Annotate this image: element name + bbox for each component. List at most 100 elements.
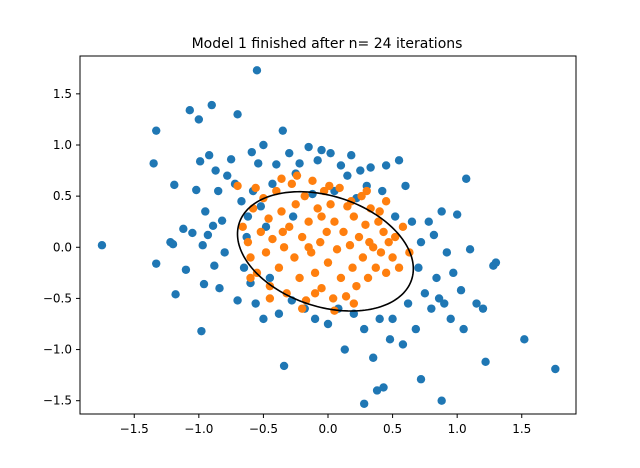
data-point: [366, 163, 375, 172]
data-point: [246, 253, 255, 262]
data-point: [310, 268, 320, 278]
data-point: [452, 210, 462, 219]
data-point: [347, 151, 356, 160]
data-point: [220, 248, 229, 257]
y-tick-label: −1.0: [43, 343, 72, 357]
data-point: [215, 283, 224, 293]
data-point: [246, 273, 255, 283]
data-point: [313, 204, 322, 213]
plot-ellipse: [236, 190, 415, 312]
data-point: [363, 273, 373, 283]
data-point: [432, 273, 441, 283]
data-point: [390, 212, 400, 221]
data-point: [328, 294, 338, 303]
data-point: [265, 294, 275, 303]
x-tick-label: −1.0: [184, 422, 213, 436]
data-point: [551, 364, 560, 374]
y-tick-label: 1.5: [53, 87, 72, 101]
y-tick-label: 1.0: [53, 138, 72, 152]
plot-frame: [79, 55, 577, 415]
data-point: [279, 243, 289, 252]
data-point: [152, 259, 161, 268]
data-point: [297, 232, 307, 242]
data-point: [192, 185, 201, 195]
data-point: [388, 314, 397, 324]
data-point: [491, 258, 501, 267]
data-point: [278, 227, 287, 237]
y-tick-label: 0.0: [53, 240, 72, 254]
chart-title: Model 1 finished after n= 24 iterations: [192, 36, 463, 52]
data-point: [365, 237, 374, 247]
data-point: [210, 261, 219, 270]
data-point: [310, 289, 320, 298]
data-point: [462, 174, 471, 183]
data-point: [326, 148, 335, 158]
data-point: [437, 396, 446, 405]
series-2: [233, 171, 414, 315]
data-point: [201, 207, 210, 216]
data-point: [243, 237, 253, 247]
data-point: [287, 179, 297, 189]
data-point: [323, 319, 333, 329]
data-point: [394, 156, 404, 165]
data-point: [211, 166, 220, 175]
data-point: [446, 314, 455, 324]
data-point: [285, 222, 294, 232]
data-point: [416, 237, 426, 247]
data-point: [375, 207, 384, 216]
data-point: [290, 253, 299, 262]
data-point: [381, 197, 391, 206]
data-point: [152, 126, 161, 135]
data-point: [398, 222, 408, 232]
x-tick-label: 0.5: [383, 422, 402, 436]
data-point: [97, 241, 107, 250]
data-point: [359, 324, 369, 334]
data-point: [185, 106, 194, 115]
data-point: [424, 217, 433, 226]
data-point: [352, 281, 361, 291]
data-point: [358, 253, 368, 262]
data-point: [268, 234, 277, 244]
data-point: [420, 289, 430, 298]
data-point: [181, 265, 191, 274]
data-point: [359, 399, 369, 408]
data-point: [207, 100, 216, 110]
data-point: [295, 159, 304, 168]
data-point: [520, 335, 529, 344]
data-point: [237, 197, 246, 206]
y-tick-label: 0.5: [53, 189, 72, 203]
data-point: [168, 240, 178, 249]
data-point: [330, 217, 339, 226]
data-point: [414, 263, 423, 272]
data-point: [361, 220, 370, 229]
data-point: [378, 186, 387, 196]
data-point: [369, 353, 378, 362]
data-point: [272, 160, 281, 169]
plot-points: [97, 66, 560, 408]
data-point: [259, 314, 268, 324]
data-point: [297, 304, 307, 313]
data-point: [256, 227, 266, 237]
y-axis: −1.5 −1.0 −0.5 0.0 0.5 1.0 1.5: [43, 87, 80, 408]
data-point: [279, 361, 289, 371]
data-point: [264, 214, 273, 223]
data-point: [292, 171, 302, 180]
x-tick-label: 1.5: [512, 422, 531, 436]
data-point: [265, 273, 275, 283]
data-point: [208, 221, 218, 230]
data-point: [199, 279, 209, 289]
data-point: [204, 151, 214, 160]
data-point: [254, 159, 263, 168]
data-point: [265, 281, 275, 291]
data-point: [274, 263, 284, 272]
data-point: [349, 212, 359, 221]
data-point: [341, 292, 351, 301]
data-point: [349, 299, 359, 308]
data-point: [261, 248, 271, 257]
data-point: [332, 245, 342, 254]
data-point: [188, 228, 197, 238]
data-point: [325, 181, 334, 191]
data-point: [304, 142, 313, 152]
data-point: [371, 263, 380, 272]
